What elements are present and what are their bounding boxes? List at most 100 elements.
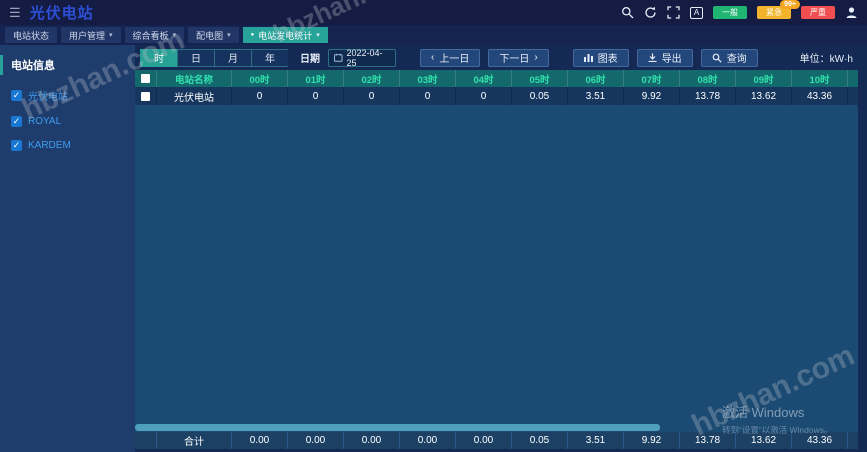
- export-button-label: 导出: [661, 54, 682, 65]
- unit-label: 单位：kW·h: [799, 54, 853, 65]
- station-checkbox-item[interactable]: ✓ 光伏电站: [11, 88, 135, 103]
- station-name-label: ROYAL: [28, 116, 62, 127]
- query-button[interactable]: 查询: [700, 48, 758, 67]
- query-button-label: 查询: [726, 54, 747, 65]
- nav-tab-label: 配电图: [196, 30, 224, 41]
- main-panel: 时 日 月 年 日期 2022-04-25 ‹ 上: [135, 45, 867, 452]
- chevron-down-icon: ▾: [227, 32, 231, 39]
- alarm-general-label: 一般: [722, 8, 738, 17]
- total-value-cell: 0.00: [400, 432, 456, 449]
- checkbox-checked-icon[interactable]: ✓: [11, 116, 22, 127]
- hour-value-cell: 0: [288, 87, 344, 105]
- fullscreen-icon[interactable]: [667, 6, 680, 19]
- date-field-label: 日期: [300, 54, 320, 65]
- chevron-left-icon: ‹: [431, 52, 435, 63]
- hour-column-header: 08时: [680, 70, 736, 87]
- hour-column-header: 05时: [512, 70, 568, 87]
- alarm-urgent-label: 紧急: [766, 8, 782, 17]
- language-icon[interactable]: A: [690, 6, 703, 19]
- total-row: 合计 0.00 0.00 0.00 0.00 0.00 0.05 3.51 9.…: [135, 432, 858, 449]
- bar-chart-icon: [583, 54, 593, 62]
- station-sidebar: 电站信息 ✓ 光伏电站 ✓ ROYAL ✓ KARDEM: [0, 45, 135, 452]
- total-value-cell: 0.00: [456, 432, 512, 449]
- nav-tab[interactable]: 配电图 ▾: [188, 27, 239, 43]
- search-icon[interactable]: [621, 6, 634, 19]
- period-button-label: 日: [191, 54, 201, 65]
- next-day-button[interactable]: 下一日 ›: [488, 48, 549, 67]
- checkbox-checked-icon[interactable]: ✓: [11, 140, 22, 151]
- table-body-empty-area: [135, 105, 858, 424]
- period-button[interactable]: 时: [140, 48, 177, 67]
- nav-tab[interactable]: 电站状态: [5, 27, 58, 43]
- horizontal-scrollbar-thumb[interactable]: [135, 424, 660, 431]
- total-value-cell: 0.00: [288, 432, 344, 449]
- date-picker-input[interactable]: 2022-04-25: [328, 48, 396, 68]
- hour-column-header: 02时: [344, 70, 400, 87]
- export-button[interactable]: 导出: [636, 48, 693, 67]
- total-value-cell: 13.62: [736, 432, 792, 449]
- sidebar-title: 电站信息: [0, 55, 135, 75]
- nav-tab-bar: 电站状态 用户管理 ▾ 综合看板 ▾ 配电图 ▾ ● 电站发电统计 ▾: [0, 25, 867, 45]
- hour-value-cell: 13.62: [736, 87, 792, 105]
- previous-day-label: 上一日: [439, 54, 470, 65]
- station-checkbox-item[interactable]: ✓ ROYAL: [11, 116, 135, 127]
- period-button[interactable]: 日: [177, 48, 214, 67]
- period-button[interactable]: 月: [214, 48, 251, 67]
- header-filler-cell: [848, 70, 858, 87]
- total-value-cell: 0.00: [344, 432, 400, 449]
- menu-toggle-icon[interactable]: ☰: [9, 5, 21, 20]
- select-all-checkbox[interactable]: [141, 74, 150, 83]
- station-checkbox-item[interactable]: ✓ KARDEM: [11, 140, 135, 151]
- hour-column-header: 04时: [456, 70, 512, 87]
- hour-column-header: 09时: [736, 70, 792, 87]
- hour-column-header: 00时: [232, 70, 288, 87]
- period-button-label: 时: [154, 54, 164, 65]
- hour-column-header: 06时: [568, 70, 624, 87]
- total-value-cell: 43.36: [792, 432, 848, 449]
- chevron-right-icon: ›: [534, 52, 538, 63]
- total-label: 合计: [157, 432, 232, 449]
- row-checkbox-cell: [135, 87, 157, 105]
- total-filler-cell: [848, 432, 858, 449]
- calendar-icon: [334, 53, 343, 62]
- hour-column-header: 01时: [288, 70, 344, 87]
- hour-value-cell: 9.92: [624, 87, 680, 105]
- table-row[interactable]: 光伏电站 0 0 0 0 0 0.05 3.51 9.92 13.78 13.6…: [135, 87, 858, 105]
- hour-value-cell: 0: [344, 87, 400, 105]
- station-name-label: 光伏电站: [28, 92, 68, 103]
- nav-tab-label: 综合看板: [132, 30, 169, 41]
- alarm-level-general-button[interactable]: 一般: [713, 6, 747, 19]
- total-value-cell: 0.05: [512, 432, 568, 449]
- hour-value-cell: 3.51: [568, 87, 624, 105]
- period-button-label: 年: [265, 54, 275, 65]
- alarm-severe-label: 严重: [810, 8, 826, 17]
- alarm-level-severe-button[interactable]: 严重: [801, 6, 835, 19]
- top-bar: ☰ 光伏电站 A 一般 紧急 99+ 严重: [0, 0, 867, 25]
- next-day-label: 下一日: [499, 54, 530, 65]
- chart-view-button[interactable]: 图表: [572, 48, 629, 67]
- chevron-down-icon: ▾: [172, 32, 177, 39]
- hour-column-header: 10时: [792, 70, 848, 87]
- hour-value-cell: 43.36: [792, 87, 848, 105]
- row-station-name: 光伏电站: [157, 87, 232, 105]
- hour-value-cell: 0: [400, 87, 456, 105]
- alarm-count-badge: 99+: [780, 0, 800, 9]
- nav-tab[interactable]: 综合看板 ▾: [124, 27, 185, 43]
- query-toolbar: 时 日 月 年 日期 2022-04-25 ‹ 上: [135, 45, 867, 70]
- hour-value-cell: 0.05: [512, 87, 568, 105]
- period-button[interactable]: 年: [251, 48, 288, 67]
- active-tab-dot-icon: ●: [250, 32, 255, 38]
- total-checkbox-cell: [135, 432, 157, 449]
- user-icon[interactable]: [845, 6, 858, 19]
- chevron-down-icon: ▾: [109, 32, 113, 39]
- previous-day-button[interactable]: ‹ 上一日: [420, 48, 481, 67]
- row-checkbox[interactable]: [141, 91, 150, 101]
- refresh-icon[interactable]: [644, 6, 657, 19]
- alarm-level-urgent-button[interactable]: 紧急 99+: [757, 0, 800, 19]
- nav-tab[interactable]: ● 电站发电统计 ▾: [242, 27, 328, 43]
- checkbox-checked-icon[interactable]: ✓: [11, 90, 22, 101]
- station-name-label: KARDEM: [28, 140, 71, 151]
- nav-tab[interactable]: 用户管理 ▾: [61, 27, 121, 43]
- app-title: 光伏电站: [29, 5, 94, 22]
- nav-tab-label: 电站发电统计: [258, 30, 313, 41]
